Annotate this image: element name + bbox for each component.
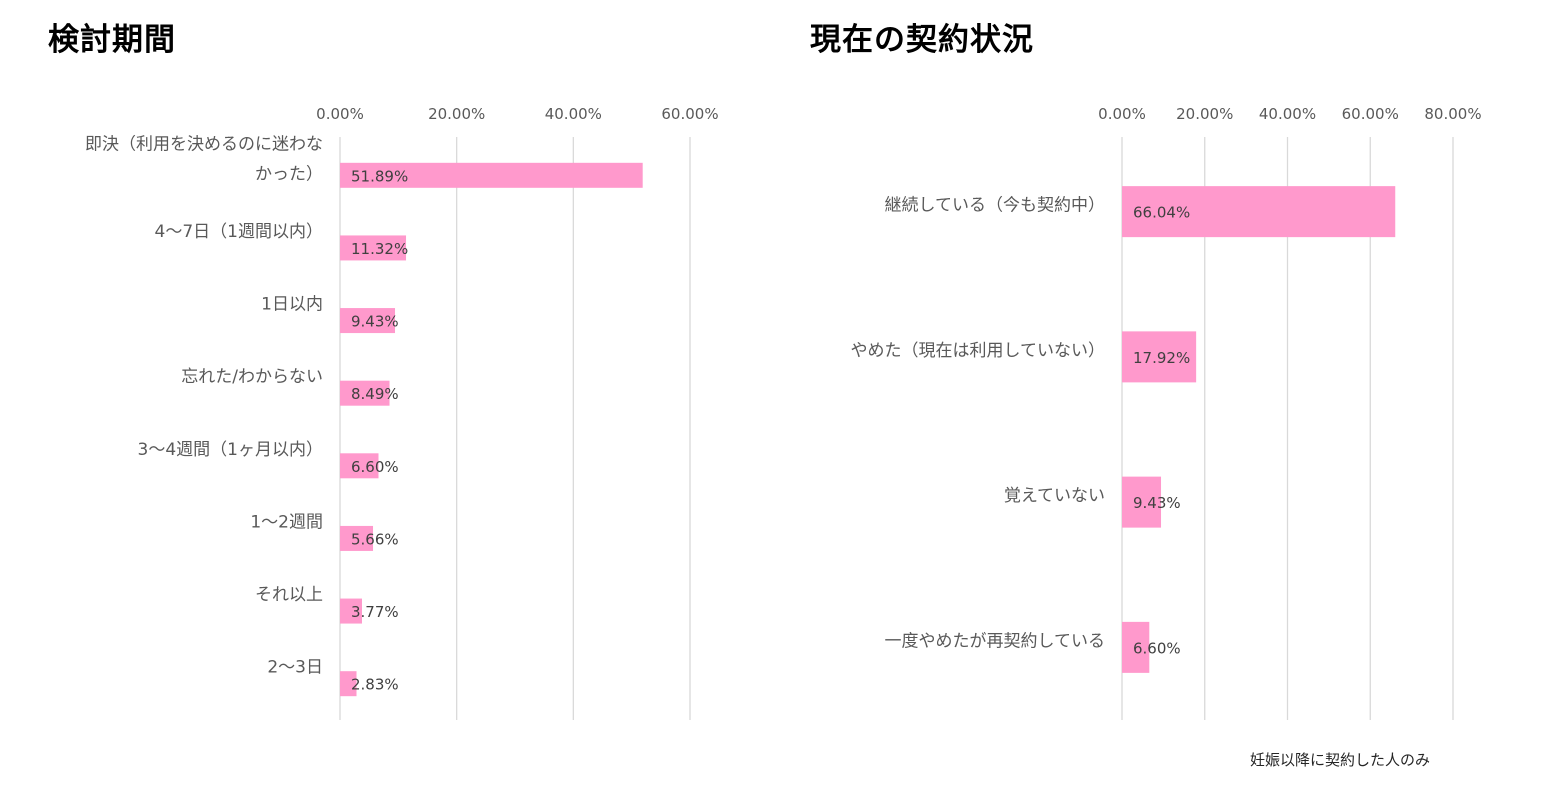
bar: [1122, 186, 1396, 238]
category-label: 1日以内: [261, 295, 323, 315]
bar: [340, 671, 357, 697]
data-label: 66.04%: [1133, 204, 1190, 222]
bar: [1122, 621, 1150, 673]
bar: [340, 598, 362, 624]
data-label: 5.66%: [351, 530, 399, 548]
data-label: 6.60%: [1133, 639, 1181, 657]
bar: [340, 380, 390, 406]
chart-title-right: 現在の契約状況: [810, 22, 1034, 58]
x-tick-label: 40.00%: [545, 105, 602, 123]
bar: [1122, 476, 1162, 528]
x-tick-label: 20.00%: [428, 105, 485, 123]
category-label: 3〜4週間（1ヶ月以内）: [138, 440, 323, 460]
x-tick-label: 0.00%: [1098, 105, 1146, 123]
category-label: 2〜3日: [267, 658, 323, 678]
x-tick-label: 60.00%: [1342, 105, 1399, 123]
bar: [340, 235, 407, 261]
data-label: 9.43%: [1133, 494, 1181, 512]
bar: [340, 453, 379, 479]
bar: [340, 162, 643, 188]
data-label: 17.92%: [1133, 349, 1190, 367]
data-label: 2.83%: [351, 676, 399, 694]
data-label: 51.89%: [351, 167, 408, 185]
chart-title-left: 検討期間: [48, 22, 176, 58]
bar-chart-contract-status: 0.00% 20.00% 40.00% 60.00% 80.00% 66.04% 継続してい…: [851, 105, 1482, 720]
footnote: 妊娠以降に契約した人のみ: [1250, 751, 1431, 769]
data-label: 8.49%: [351, 385, 399, 403]
x-tick-label: 60.00%: [661, 105, 718, 123]
x-tick-label: 20.00%: [1176, 105, 1233, 123]
category-label: 覚えていない: [1004, 486, 1105, 506]
bar: [340, 308, 396, 334]
bar-chart-consideration-period: 0.00% 20.00% 40.00% 60.00% 51.89% 即決（利用を決めるのに…: [85, 105, 719, 720]
x-tick-label: 0.00%: [316, 105, 364, 123]
data-label: 11.32%: [351, 240, 408, 258]
x-tick-label: 40.00%: [1259, 105, 1316, 123]
data-label: 9.43%: [351, 313, 399, 331]
bar: [340, 525, 374, 551]
bar: [1122, 331, 1197, 383]
data-label: 6.60%: [351, 458, 399, 476]
category-label: それ以上: [255, 585, 323, 605]
category-label: やめた（現在は利用していない）: [851, 341, 1106, 361]
x-tick-label: 80.00%: [1424, 105, 1481, 123]
data-label: 3.77%: [351, 603, 399, 621]
category-label: 忘れた/わからない: [181, 367, 323, 387]
category-label: 一度やめたが再契約している: [885, 631, 1106, 651]
category-label: 継続している（今も契約中）: [885, 196, 1106, 216]
category-label: かった）: [255, 164, 323, 184]
category-label: 1〜2週間: [250, 512, 323, 532]
category-label: 4〜7日（1週間以内）: [155, 222, 323, 242]
category-label: 即決（利用を決めるのに迷わな: [85, 134, 323, 154]
